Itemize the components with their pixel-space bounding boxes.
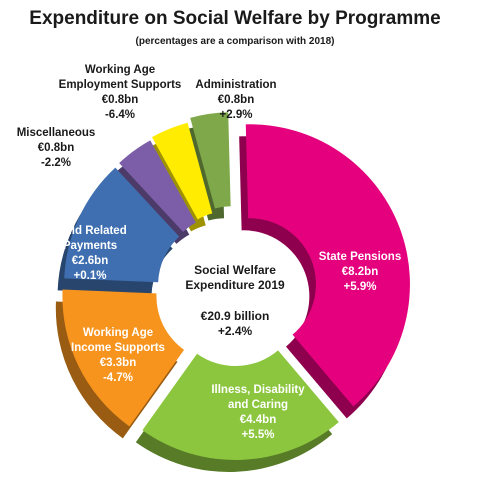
label-state-pensions-value: €8.2bn — [342, 266, 378, 278]
label-income-supports-change: -4.7% — [103, 372, 133, 384]
label-employment-supports-name-2: Employment Supports — [59, 79, 182, 91]
slice-illness-disability-and-caring — [142, 350, 339, 460]
label-miscellaneous-change: -2.2% — [41, 157, 71, 169]
label-child-related-change: +0.1% — [74, 270, 107, 282]
label-illness-value: €4.4bn — [240, 414, 276, 426]
center-change: +2.4% — [218, 324, 253, 338]
slice-state-pensions — [245, 124, 410, 407]
label-illness-name-2: and Caring — [228, 399, 288, 411]
label-employment-supports-change: -6.4% — [105, 109, 135, 121]
label-employment-supports-value: €0.8bn — [102, 94, 138, 106]
label-miscellaneous-name: Miscellaneous — [17, 127, 96, 139]
center-total: €20.9 billion — [201, 309, 270, 323]
label-child-related-value: €2.6bn — [72, 255, 108, 267]
slice-side-working-age-employment-supports — [145, 134, 206, 232]
label-state-pensions-change: +5.9% — [344, 281, 377, 293]
label-administration-name: Administration — [195, 79, 276, 91]
label-child-related-name-1: Child Related — [53, 225, 126, 237]
label-administration-value: €0.8bn — [218, 94, 254, 106]
slices-layer — [55, 112, 410, 472]
label-income-supports-name-2: Income Supports — [71, 342, 165, 354]
slice-child-related-payments — [64, 167, 180, 283]
label-state-pensions-name: State Pensions — [319, 251, 401, 263]
slice-working-age-employment-supports — [152, 122, 213, 220]
slice-administration — [190, 112, 231, 209]
chart-title: Expenditure on Social Welfare by Program… — [29, 8, 441, 29]
slice-miscellaneous — [119, 140, 196, 232]
label-administration-change: +2.9% — [220, 109, 253, 121]
center-label-line2: Expenditure 2019 — [185, 278, 285, 292]
center-label-line1: Social Welfare — [194, 263, 276, 277]
label-miscellaneous-value: €0.8bn — [38, 142, 74, 154]
label-illness-name-1: Illness, Disability — [211, 384, 305, 396]
slice-working-age-income-supports — [62, 289, 185, 427]
label-income-supports-value: €3.3bn — [100, 357, 136, 369]
label-illness-change: +5.5% — [242, 429, 275, 441]
label-income-supports-name-1: Working Age — [83, 327, 153, 339]
label-employment-supports-name-1: Working Age — [85, 64, 155, 76]
label-child-related-name-2: Payments — [63, 240, 117, 252]
chart-subtitle: (percentages are a comparison with 2018) — [135, 36, 335, 47]
